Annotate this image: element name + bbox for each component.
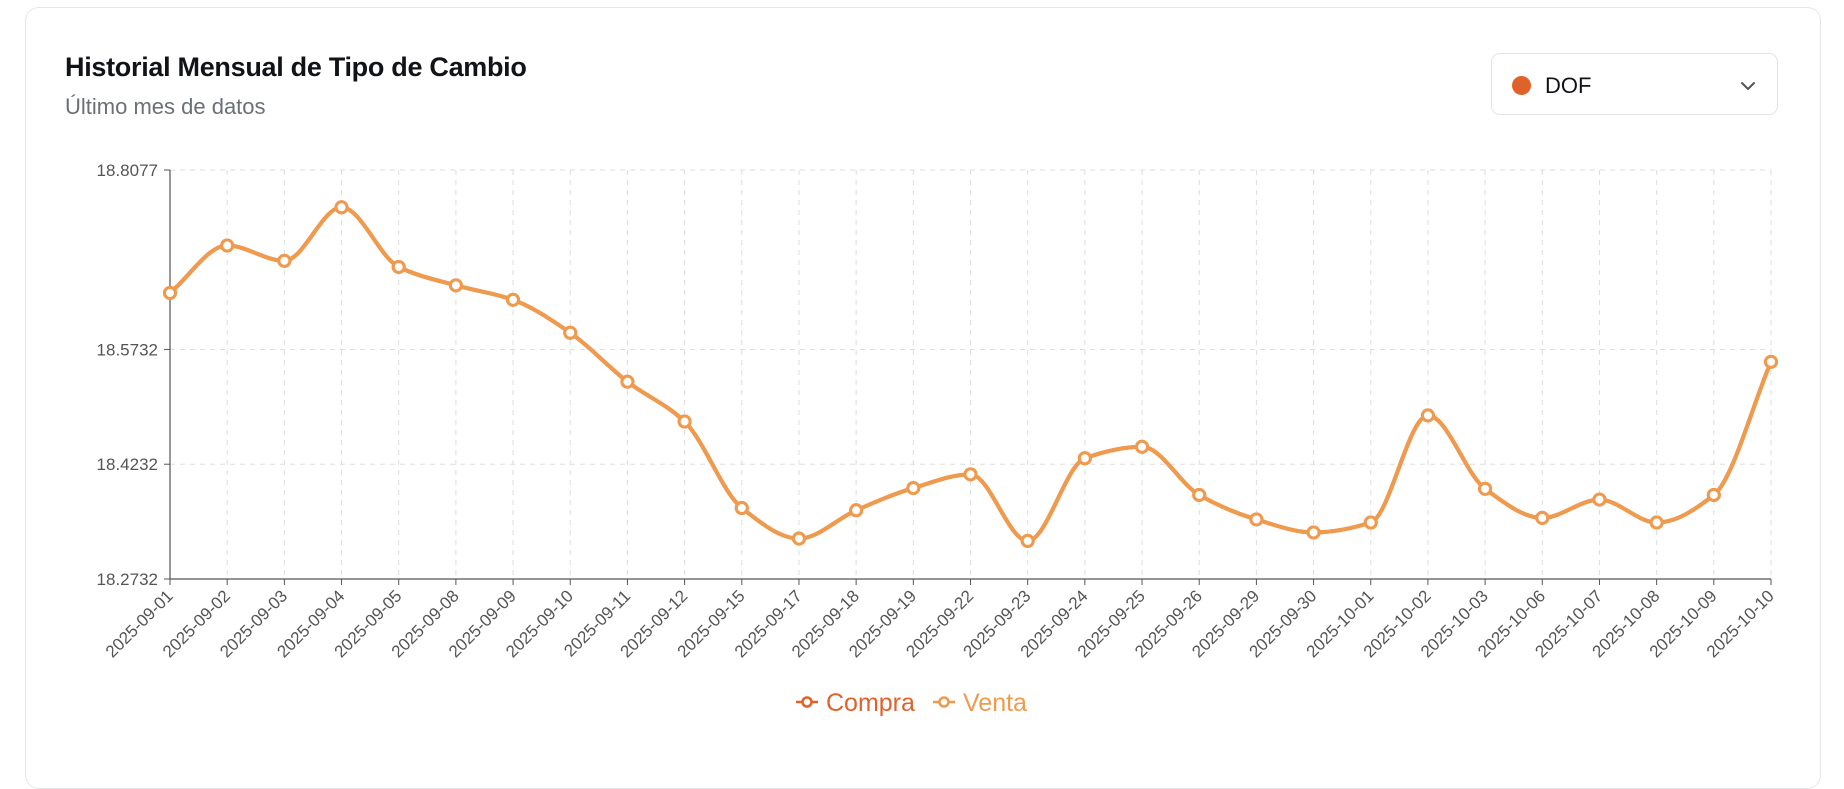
data-point-venta	[677, 414, 692, 429]
chart-subtitle: Último mes de datos	[65, 94, 266, 119]
data-point-venta	[1363, 515, 1378, 530]
legend-marker-compra	[801, 696, 813, 708]
source-select-value: DOF	[1545, 73, 1592, 98]
data-point-venta	[1592, 492, 1607, 507]
data-point-venta	[963, 467, 978, 482]
y-tick-label: 18.4232	[97, 455, 158, 474]
data-point-venta	[734, 500, 749, 515]
data-point-venta	[220, 238, 235, 253]
data-point-venta	[1535, 510, 1550, 525]
data-point-venta	[906, 481, 921, 496]
exchange-rate-chart: 18.273218.423218.573218.80772025-09-0120…	[97, 161, 1778, 717]
legend-label-compra: Compra	[826, 689, 915, 717]
legend-label-venta: Venta	[963, 689, 1027, 717]
series-line-venta	[168, 205, 1773, 543]
y-tick-label: 18.8077	[97, 161, 158, 180]
y-tick-label: 18.5732	[97, 340, 158, 359]
data-point-venta	[163, 285, 177, 300]
source-color-dot	[1512, 76, 1531, 95]
data-point-venta	[1077, 451, 1092, 466]
data-point-venta	[791, 531, 806, 546]
data-point-venta	[1192, 487, 1207, 502]
data-point-venta	[1249, 512, 1264, 527]
data-point-venta	[1420, 408, 1435, 423]
y-tick-label: 18.2732	[97, 570, 158, 589]
data-point-venta	[1478, 481, 1493, 496]
data-point-venta	[1020, 533, 1035, 548]
data-point-venta	[334, 200, 349, 215]
data-point-venta	[277, 253, 292, 268]
data-point-venta	[1649, 515, 1664, 530]
data-point-venta	[1764, 354, 1778, 369]
data-point-venta	[448, 278, 463, 293]
data-point-venta	[1706, 487, 1721, 502]
data-point-venta	[620, 374, 635, 389]
data-point-venta	[1306, 525, 1321, 540]
data-point-venta	[849, 503, 864, 518]
data-point-venta	[506, 292, 521, 307]
chart-card	[25, 7, 1821, 789]
legend-marker-venta	[938, 696, 950, 708]
source-select[interactable]: DOF	[1491, 53, 1778, 115]
chart-title: Historial Mensual de Tipo de Cambio	[65, 52, 527, 82]
chevron-down-icon	[1741, 82, 1755, 90]
data-point-venta	[563, 325, 578, 340]
data-point-venta	[1135, 439, 1150, 454]
data-point-venta	[391, 259, 406, 274]
